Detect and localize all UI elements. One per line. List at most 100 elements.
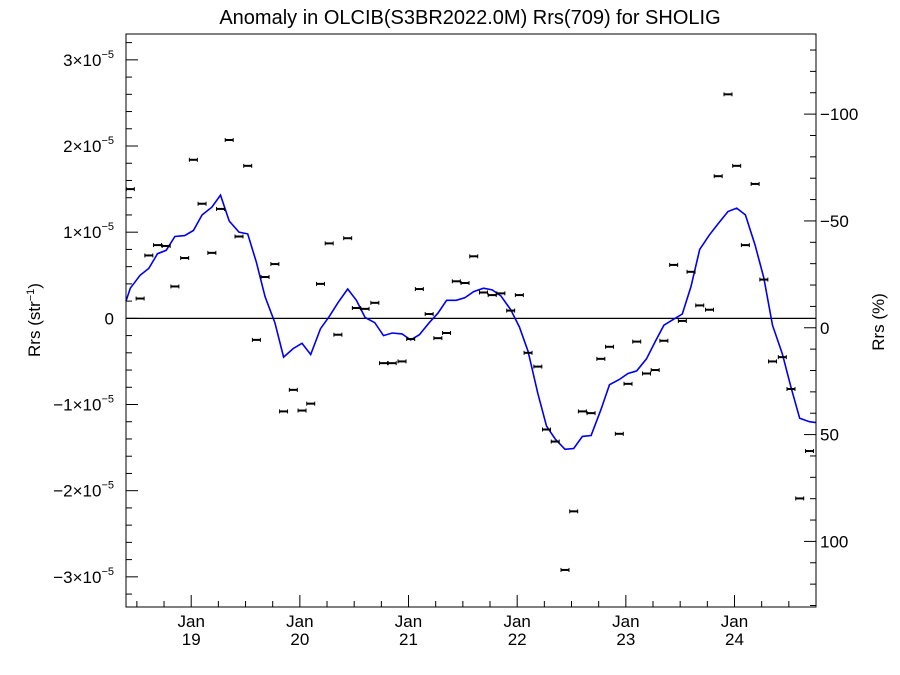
left-axis-title-main: Rrs (str [25, 301, 44, 357]
right-tick-label: 100 [820, 532, 848, 551]
data-point [170, 284, 180, 289]
left-tick-label-exponent: −5 [101, 221, 114, 233]
data-point [506, 308, 516, 313]
smoothed-series-line [125, 193, 817, 451]
data-point [243, 163, 253, 168]
x-tick-label-year: 21 [399, 630, 418, 649]
data-point [487, 293, 497, 298]
left-tick-label: 3×10−5 [63, 49, 114, 70]
data-point [740, 243, 750, 248]
left-tick-label-exponent: −5 [101, 566, 114, 578]
data-point [533, 364, 543, 369]
data-point [569, 509, 579, 514]
data-point [406, 337, 416, 342]
data-point [750, 181, 760, 186]
data-point [397, 359, 407, 364]
data-point [379, 361, 389, 366]
points-series-layer [125, 92, 814, 572]
data-point [224, 137, 234, 142]
data-point [542, 427, 552, 432]
data-point [705, 307, 715, 312]
data-point [316, 281, 326, 286]
data-point [387, 361, 397, 366]
data-point [623, 381, 633, 386]
data-point [279, 409, 289, 414]
data-point [713, 174, 723, 179]
left-tick-label-mantissa: 2×10 [63, 137, 101, 156]
data-point [614, 431, 624, 436]
data-point [333, 332, 343, 337]
data-point [768, 359, 778, 364]
data-point [460, 281, 470, 286]
data-point [560, 567, 570, 572]
data-point [161, 243, 171, 248]
x-tick-label-year: 24 [725, 630, 744, 649]
left-axis-title-exponent: −1 [25, 289, 37, 302]
data-point [216, 206, 226, 211]
data-point [550, 439, 560, 444]
data-point [260, 274, 270, 279]
left-tick-label: −3×10−5 [53, 566, 114, 587]
left-tick-label: −2×10−5 [53, 480, 114, 501]
data-point [632, 339, 642, 344]
data-point [288, 387, 298, 392]
data-point [343, 236, 353, 241]
left-tick-label-mantissa: −1×10 [53, 396, 101, 415]
data-point [795, 496, 805, 501]
data-point [669, 262, 679, 267]
data-point [723, 92, 733, 97]
data-point [759, 277, 769, 282]
x-tick-label-year: 22 [508, 630, 527, 649]
left-tick-label-mantissa: −3×10 [53, 568, 101, 587]
left-tick-label: 1×10−5 [63, 221, 114, 242]
left-tick-label-exponent: −5 [101, 480, 114, 492]
data-point [695, 303, 705, 308]
data-point [451, 279, 461, 284]
right-tick-label: 0 [820, 319, 829, 338]
data-point [414, 287, 424, 292]
right-axis-ticks: −100 −50 0 50 100 [804, 49, 858, 607]
left-tick-label-mantissa: −2×10 [53, 482, 101, 501]
data-point [188, 157, 198, 162]
x-tick-label-month: Jan [612, 612, 639, 631]
data-point [153, 243, 163, 248]
data-point [306, 401, 316, 406]
left-tick-label-mantissa: 0 [105, 309, 114, 328]
data-point [732, 163, 742, 168]
data-point [641, 371, 651, 376]
data-point [777, 355, 787, 360]
data-point [324, 241, 334, 246]
left-axis-title: Rrs (str−1) [25, 283, 44, 357]
data-point [469, 254, 479, 259]
data-point [370, 300, 380, 305]
right-tick-label: −100 [820, 105, 858, 124]
plot-frame [125, 33, 817, 608]
data-point [270, 262, 280, 267]
left-axis-title-close: ) [25, 283, 44, 289]
x-tick-label-month: Jan [503, 612, 530, 631]
data-point [351, 306, 361, 311]
left-axis-ticks: 3×10−52×10−51×10−50−1×10−5−2×10−5−3×10−5 [53, 42, 138, 595]
data-point [251, 337, 261, 342]
data-point [207, 250, 217, 255]
data-point [677, 318, 687, 323]
data-point [586, 411, 596, 416]
data-point [605, 344, 615, 349]
line-series-layer [125, 193, 817, 451]
left-tick-label-exponent: −5 [101, 49, 114, 61]
data-point [197, 201, 207, 206]
data-point [804, 449, 814, 454]
x-tick-label-month: Jan [177, 612, 204, 631]
x-tick-label-month: Jan [721, 612, 748, 631]
data-point [424, 312, 434, 317]
left-tick-label: 0 [105, 309, 114, 328]
x-tick-label-month: Jan [286, 612, 313, 631]
left-tick-label-mantissa: 3×10 [63, 51, 101, 70]
x-tick-label-month: Jan [395, 612, 422, 631]
x-tick-label-year: 19 [182, 630, 201, 649]
data-point [596, 356, 606, 361]
right-tick-label: −50 [820, 212, 849, 231]
